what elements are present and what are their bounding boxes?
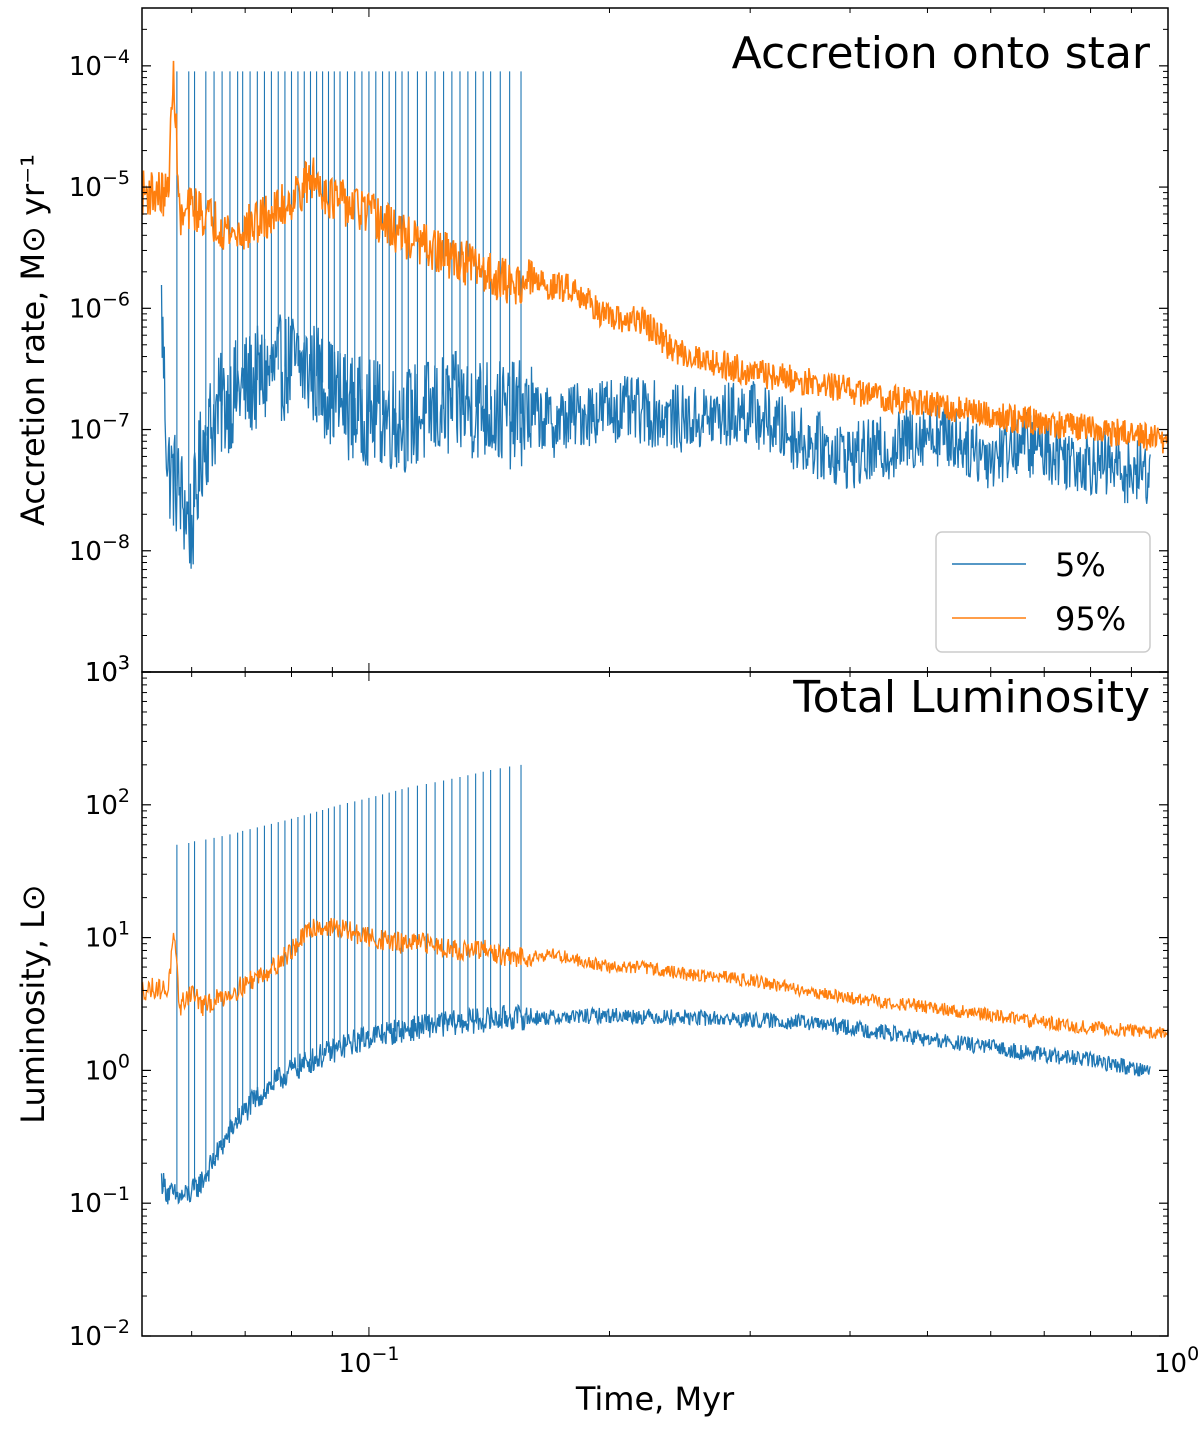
series-line-95pct xyxy=(142,60,1168,454)
y-tick-label: 101 xyxy=(85,918,130,954)
legend-label-95pct: 95% xyxy=(1055,600,1126,638)
y-tick-label: 100 xyxy=(85,1050,130,1086)
series-clip-group xyxy=(142,60,1168,569)
y-tick-label: 10−4 xyxy=(69,46,130,82)
luminosity-y-axis-label: Luminosity, L⊙ xyxy=(14,884,52,1124)
luminosity-y-ticks: 103 102 101 100 10−1 10−2 xyxy=(69,652,1168,1352)
x-tick-label: 10−1 xyxy=(338,1343,399,1379)
accretion-series-group xyxy=(142,60,1168,569)
x-axis-label: Time, Myr xyxy=(575,1380,735,1418)
x-tick-label: 100 xyxy=(1154,1343,1199,1379)
accretion-title: Accretion onto star xyxy=(732,28,1151,79)
y-tick-label: 103 xyxy=(85,652,130,688)
y-tick-label: 10−2 xyxy=(69,1316,130,1352)
y-tick-label: 10−5 xyxy=(69,167,130,203)
series-line-5pct xyxy=(160,284,1151,569)
luminosity-x-ticks: 10−1 100 xyxy=(191,672,1199,1379)
series-line-95pct xyxy=(142,917,1168,1039)
luminosity-series-group xyxy=(142,764,1168,1205)
y-tick-label: 10−7 xyxy=(69,410,130,446)
legend: 5% 95% xyxy=(935,531,1151,653)
y-tick-label: 10−1 xyxy=(69,1183,130,1219)
accretion-y-axis-label: Accretion rate, M⊙ yr⁻¹ xyxy=(14,154,52,526)
luminosity-panel: 103 102 101 100 10−1 10−2 10−1 100 Total Lumin… xyxy=(14,652,1199,1418)
accretion-x-ticks xyxy=(191,8,1169,672)
luminosity-title: Total Luminosity xyxy=(792,672,1150,723)
accretion-panel: 10−4 10−5 10−6 10−7 10−8 103 Accretion onto s… xyxy=(14,7,1169,688)
y-tick-label: 10−6 xyxy=(69,288,130,324)
legend-frame xyxy=(935,531,1151,653)
accretion-y-ticks: 10−4 10−5 10−6 10−7 10−8 103 xyxy=(69,28,1168,688)
legend-label-5pct: 5% xyxy=(1055,546,1106,584)
series-clip-group xyxy=(142,764,1168,1205)
y-tick-label: 102 xyxy=(85,785,130,821)
y-tick-label: 103 xyxy=(85,652,130,688)
series-line-5pct xyxy=(160,1003,1151,1205)
luminosity-plot-frame xyxy=(141,671,1169,1337)
y-tick-label: 10−8 xyxy=(69,531,130,567)
